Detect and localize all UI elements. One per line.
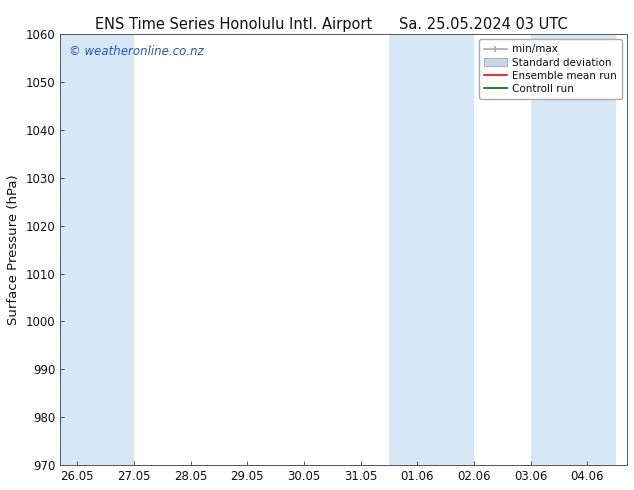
Y-axis label: Surface Pressure (hPa): Surface Pressure (hPa) <box>7 174 20 325</box>
Bar <box>559 34 616 465</box>
Text: Sa. 25.05.2024 03 UTC: Sa. 25.05.2024 03 UTC <box>399 17 568 32</box>
Bar <box>389 34 446 465</box>
Bar <box>446 34 474 465</box>
Text: © weatheronline.co.nz: © weatheronline.co.nz <box>68 45 204 58</box>
Bar <box>49 34 105 465</box>
Bar <box>105 34 134 465</box>
Legend: min/max, Standard deviation, Ensemble mean run, Controll run: min/max, Standard deviation, Ensemble me… <box>479 39 622 99</box>
Bar <box>531 34 559 465</box>
Text: ENS Time Series Honolulu Intl. Airport: ENS Time Series Honolulu Intl. Airport <box>95 17 372 32</box>
